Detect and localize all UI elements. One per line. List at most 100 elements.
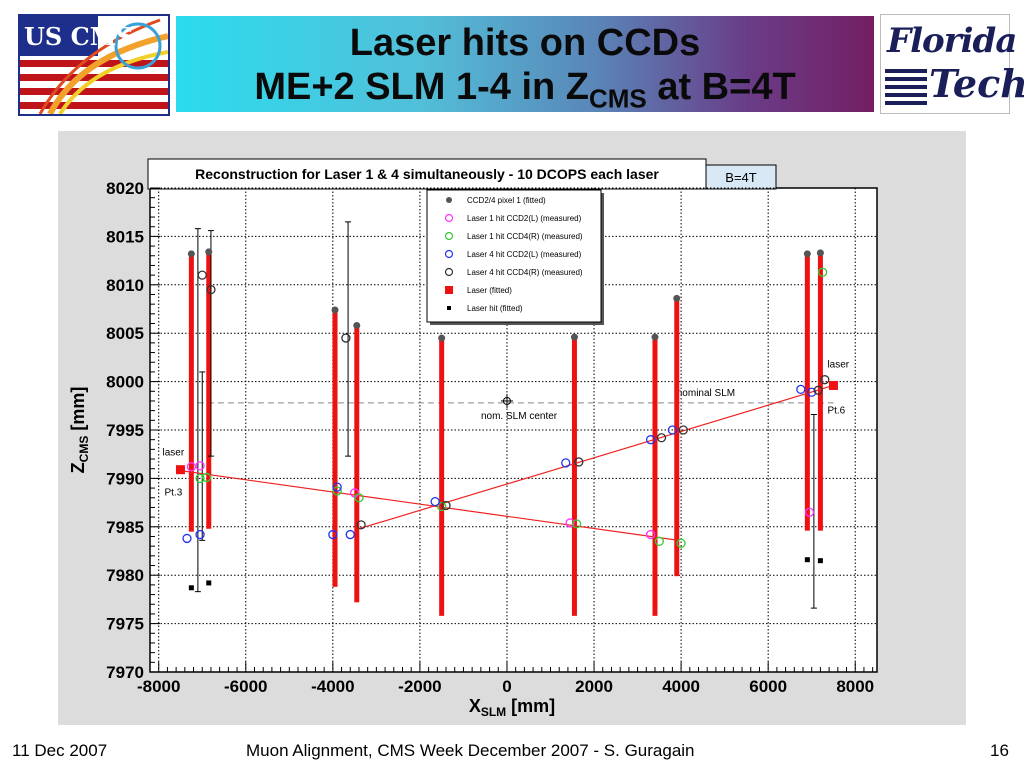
measured-hit-point: [206, 284, 216, 295]
ccd-pixel-point: [803, 250, 811, 258]
measured-hit-point: [441, 500, 451, 511]
footer-page-number: 16: [990, 741, 1009, 760]
y-tick-label: 8015: [106, 227, 144, 246]
us-cms-logo: US CMS: [18, 14, 170, 116]
y-axis-label-sub: CMS: [77, 436, 91, 463]
laser-hit-fitted-point: [188, 585, 194, 591]
y-tick-label: 7990: [106, 469, 144, 488]
x-tick-label: 0: [502, 677, 511, 696]
y-axis-label: ZCMS [mm]: [68, 387, 91, 474]
y-tick-label: 7975: [106, 615, 144, 634]
y-tick-label: 7985: [106, 518, 144, 537]
measured-hit-point: [654, 536, 664, 546]
x-tick-label: 2000: [575, 677, 613, 696]
measured-hit-point: [437, 501, 447, 512]
measured-hit-point: [430, 496, 440, 507]
legend-marker: [444, 267, 454, 277]
y-axis-label-main: Z: [68, 462, 88, 473]
laser-hit-fitted-point: [817, 558, 823, 564]
legend-label: Laser hit (fitted): [467, 304, 523, 313]
measured-hit-point: [796, 384, 806, 394]
y-tick-label: 8000: [106, 373, 144, 392]
ccd-pixel-point: [651, 333, 659, 341]
legend-label: Laser (fitted): [467, 286, 512, 295]
x-tick-label: 4000: [662, 677, 700, 696]
measured-hit-point: [807, 387, 817, 397]
laser-hit-fitted-point: [804, 557, 810, 563]
legend-box: [426, 189, 602, 323]
measured-hit-point: [182, 533, 192, 544]
ccd-pixel-point: [353, 321, 361, 329]
measured-hit-point: [645, 529, 656, 540]
laser-1-fit-line: [180, 470, 680, 541]
legend-marker: [444, 249, 454, 259]
ccd-pixel-point: [816, 249, 824, 257]
ccd-column: [188, 253, 194, 532]
laser-fitted-point: [828, 380, 838, 390]
x-tick-label: -2000: [398, 677, 441, 696]
measured-hit-point: [328, 529, 338, 540]
y-tick-label: 8010: [106, 276, 144, 295]
measured-hit-point: [667, 425, 678, 435]
measured-hit-point: [345, 529, 355, 540]
florida-tech-logo-stripes: [885, 69, 927, 109]
us-cms-logo-text: US CMS: [24, 22, 134, 51]
chart-title: Reconstruction for Laser 1 & 4 simultane…: [195, 166, 659, 182]
measured-hit-point: [656, 433, 667, 443]
legend-marker: [446, 197, 452, 203]
ccd-column: [571, 337, 577, 616]
legend-marker: [445, 286, 453, 294]
measured-hit-point: [356, 520, 366, 530]
title-line2-main: ME+2 SLM 1-4 in Z: [254, 66, 589, 108]
measured-hit-point: [561, 458, 571, 468]
measured-hit-point: [820, 375, 830, 385]
laser-fitted-point: [175, 465, 185, 475]
laser-point-tag: Pt.3: [164, 488, 182, 499]
ccd-column: [354, 325, 360, 603]
us-cms-logo-graphic: [20, 16, 168, 114]
y-tick-label: 7970: [106, 663, 144, 682]
slide-title-line1: Laser hits on CCDs: [349, 22, 701, 64]
x-tick-label: 6000: [749, 677, 787, 696]
ccd-column: [817, 252, 823, 531]
y-tick-label: 8005: [106, 324, 144, 343]
measured-hit-point: [354, 493, 364, 503]
ccd-pixel-point: [205, 248, 213, 256]
ccd-pixel-point: [673, 294, 681, 302]
slide-title-line2: ME+2 SLM 1-4 in ZCMS at B=4T: [176, 66, 874, 115]
badge-box: [705, 164, 777, 190]
laser-hit-fitted-point: [206, 580, 212, 586]
x-axis-label-main: X: [469, 696, 481, 716]
measured-hit-point: [804, 507, 815, 517]
title-box: [147, 158, 707, 190]
laser-point-tag: Pt.6: [827, 405, 845, 416]
ccd-pixel-point: [331, 306, 339, 314]
measured-hit-point: [645, 435, 656, 445]
ccd-pixel-point: [570, 333, 578, 341]
measured-hit-point: [195, 461, 205, 471]
measured-hit-point: [186, 462, 197, 472]
measured-hit-point: [574, 457, 584, 467]
y-axis-label-unit: [mm]: [68, 387, 88, 436]
measured-hit-point: [678, 425, 688, 435]
measured-hit-point: [332, 482, 342, 492]
nominal-slm-label: nominal SLM: [677, 388, 735, 399]
ccd-column: [674, 298, 680, 577]
laser-label: laser: [827, 359, 849, 370]
measured-hit-point: [201, 472, 212, 483]
ccd-column: [332, 309, 338, 587]
florida-tech-logo-word2: Tech: [929, 61, 1024, 106]
measured-hit-point: [565, 518, 575, 528]
laser-label: laser: [162, 448, 184, 459]
measured-hit-point: [571, 519, 582, 529]
legend-label: CCD2/4 pixel 1 (fitted): [467, 196, 546, 205]
measured-hit-point: [817, 267, 828, 277]
legend-label: Laser 4 hit CCD4(R) (measured): [467, 268, 583, 277]
ccd-pixel-point: [187, 250, 195, 258]
legend-label: Laser 1 hit CCD2(L) (measured): [467, 214, 582, 223]
y-tick-label: 7980: [106, 566, 144, 585]
measured-hit-point: [676, 538, 686, 548]
measured-hit-point: [197, 270, 207, 280]
measured-hit-point: [341, 333, 351, 343]
